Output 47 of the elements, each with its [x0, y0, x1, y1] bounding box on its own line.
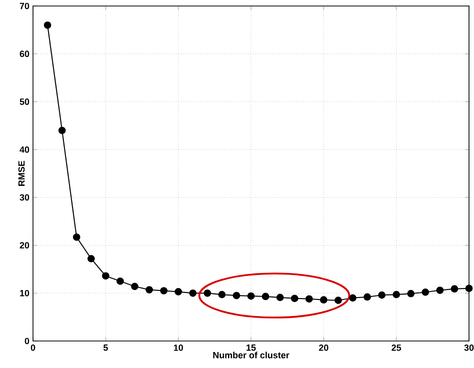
point [44, 21, 52, 29]
point [290, 294, 298, 302]
x-tick-label: 0 [30, 344, 36, 351]
x-tick-label: 20 [319, 344, 328, 351]
point [334, 296, 342, 304]
y-tick-label: 50 [20, 98, 30, 105]
y-tick-label: 10 [20, 290, 30, 296]
point [160, 287, 168, 294]
x-tick-label: 10 [174, 344, 183, 351]
point [58, 126, 66, 134]
y-tick-label: 70 [20, 2, 30, 10]
point [174, 288, 182, 296]
y-axis-title: RMSE [18, 160, 25, 186]
y-tick-label: 40 [20, 146, 30, 153]
x-tick-label: 15 [246, 344, 256, 351]
point [422, 288, 430, 296]
y-tick-label: 30 [20, 194, 30, 201]
point [146, 286, 153, 294]
point [349, 294, 356, 302]
point [276, 294, 284, 302]
point [87, 254, 95, 262]
x-axis-title: Number of cluster [213, 352, 290, 358]
point [232, 292, 240, 300]
point [465, 284, 473, 292]
point [320, 296, 328, 304]
point [218, 290, 226, 298]
point [378, 291, 386, 299]
point [305, 295, 313, 303]
point [262, 292, 270, 300]
point [116, 277, 124, 285]
point [102, 272, 110, 280]
x-tick-label: 5 [103, 344, 108, 351]
point [407, 290, 415, 298]
y-tick-label: 60 [20, 50, 30, 58]
point [392, 290, 400, 298]
point [436, 286, 444, 294]
x-tick-label: 25 [392, 344, 402, 351]
point [204, 289, 212, 297]
point [364, 293, 371, 301]
point [131, 282, 138, 290]
point [450, 285, 458, 293]
point [189, 289, 197, 297]
x-tick-label: 30 [464, 344, 474, 351]
point [247, 292, 255, 300]
y-tick-label: 0 [24, 338, 30, 344]
y-tick-label: 20 [20, 242, 30, 248]
point [72, 233, 80, 241]
